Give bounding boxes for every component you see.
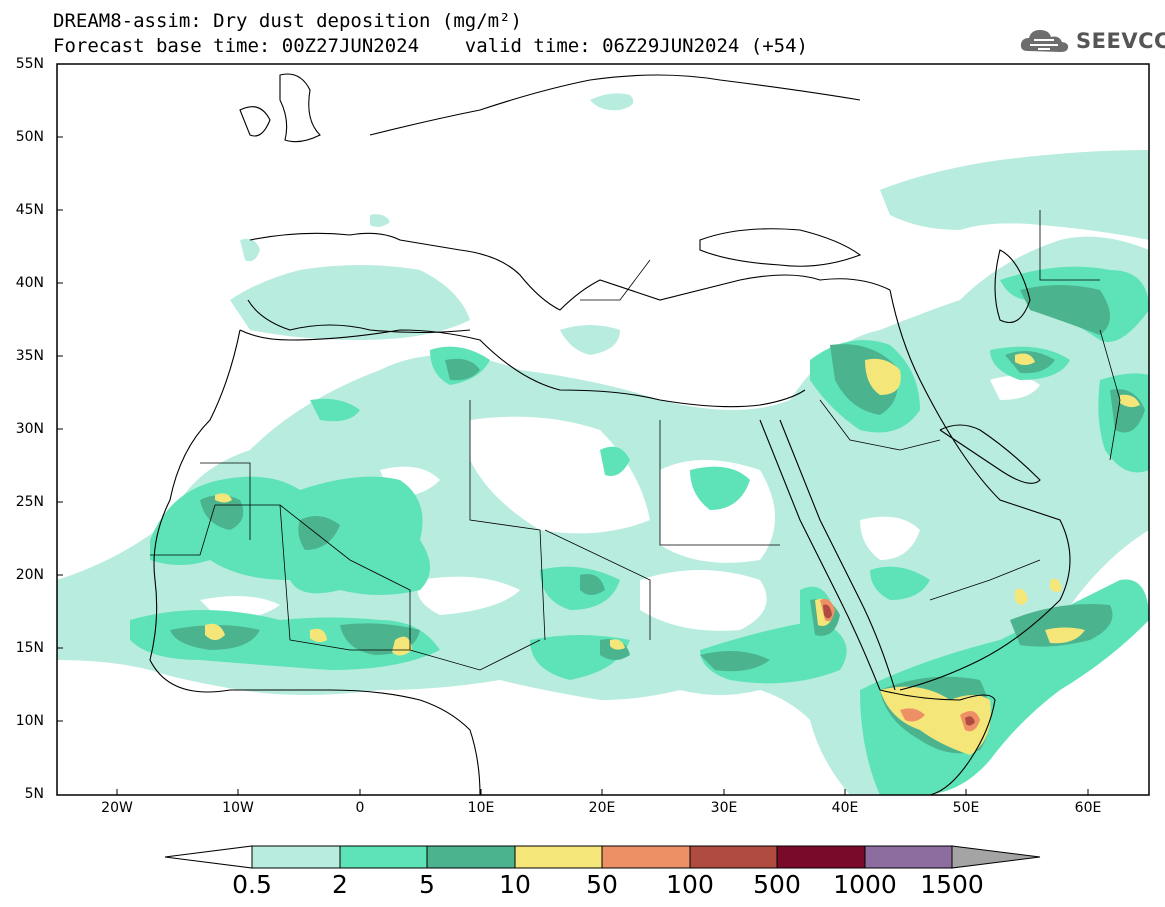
cloud-icon [1020, 30, 1069, 52]
logo-text: SEEVCCC [1076, 29, 1165, 53]
colorbar-under [164, 845, 253, 869]
colorbar [164, 845, 1041, 869]
colorbar-bin-5 [601, 845, 691, 869]
colorbar-label: 2 [332, 870, 348, 899]
colorbar-label: 1500 [920, 870, 984, 899]
colorbar-bin-3 [426, 845, 516, 869]
lon-label: 10E [467, 800, 495, 816]
lat-label: 50N [15, 129, 44, 145]
borders [150, 210, 1121, 671]
lat-label: 45N [15, 202, 44, 218]
lat-label: 15N [15, 640, 44, 656]
forecast-times: Forecast base time: 00Z27JUN2024 valid t… [53, 35, 808, 57]
colorbar-over [951, 845, 1041, 869]
lat-label: 25N [15, 494, 44, 510]
colorbar-bin-6 [689, 845, 778, 869]
map-title: DREAM8-assim: Dry dust deposition (mg/m²… [53, 10, 522, 32]
colorbar-bin-7 [776, 845, 866, 869]
colorbar-label: 5 [419, 870, 435, 899]
lon-label: 50E [952, 800, 980, 816]
colorbar-bin-1 [251, 845, 341, 869]
lat-label: 20N [15, 567, 44, 583]
dust-level-50 [820, 598, 980, 732]
colorbar-bin-2 [339, 845, 428, 869]
coastlines [57, 64, 1071, 795]
dust-level-10 [205, 353, 1140, 755]
colorbar-label: 0.5 [232, 870, 272, 899]
colorbar-label: 500 [753, 870, 801, 899]
lon-label: 20E [588, 800, 616, 816]
colorbar-bin-4 [514, 845, 603, 869]
lat-label: 30N [15, 421, 44, 437]
lat-label: 35N [15, 348, 44, 364]
lon-label: 40E [831, 800, 859, 816]
colorbar-bin-8 [864, 845, 953, 869]
axis-ticks [57, 63, 1089, 795]
lat-label: 5N [24, 786, 44, 802]
lon-label: 10W [222, 800, 254, 816]
lon-label: 30E [710, 800, 738, 816]
lat-label: 40N [15, 275, 44, 291]
lon-label: 0 [355, 800, 365, 816]
colorbar-label: 1000 [833, 870, 897, 899]
colorbar-label: 50 [586, 870, 618, 899]
seevccc-logo: SEEVCCC [1018, 24, 1165, 58]
colorbar-label: 100 [666, 870, 714, 899]
dust-field [57, 64, 1149, 795]
colorbar-label: 10 [499, 870, 531, 899]
lat-label: 10N [15, 713, 44, 729]
lon-label: 20W [101, 800, 133, 816]
lon-label: 60E [1074, 800, 1102, 816]
lat-label: 55N [15, 56, 44, 72]
